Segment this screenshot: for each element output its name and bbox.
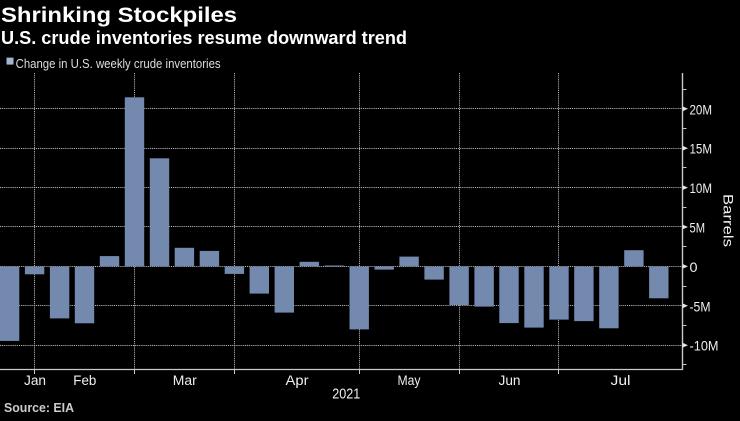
svg-text:15M: 15M [690,141,713,157]
svg-text:Mar: Mar [173,373,198,388]
svg-text:0: 0 [690,259,698,275]
svg-text:-10M: -10M [690,338,719,354]
svg-text:Barrels: Barrels [721,194,737,247]
svg-text:Shrinking Stockpiles: Shrinking Stockpiles [1,4,237,27]
svg-text:Change in U.S. weekly crude in: Change in U.S. weekly crude inventories [16,56,221,71]
svg-text:Apr: Apr [286,373,310,388]
svg-text:5M: 5M [690,220,706,236]
svg-text:May: May [398,373,421,388]
svg-text:Feb: Feb [73,373,96,388]
svg-text:-5M: -5M [690,298,711,314]
svg-text:Jul: Jul [611,373,631,388]
svg-text:2021: 2021 [332,386,360,402]
svg-text:Jun: Jun [499,373,521,388]
svg-text:Jan: Jan [24,373,46,388]
svg-text:20M: 20M [690,101,713,117]
svg-text:10M: 10M [690,180,713,196]
svg-text:Source: EIA: Source: EIA [4,401,74,415]
svg-text:U.S. crude inventories resume: U.S. crude inventories resume downward t… [1,28,407,48]
